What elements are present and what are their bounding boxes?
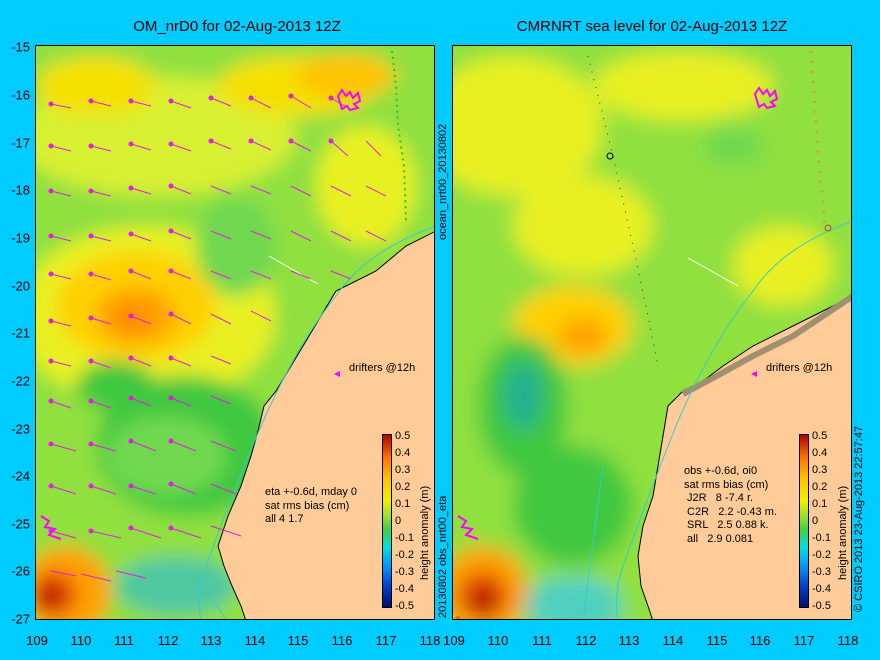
colorbar-tick: 0 [395,515,402,527]
lat-tick: -22 [11,373,30,389]
lon-tick: 116 [331,633,353,648]
lat-tick: -23 [11,421,30,437]
colorbar-tick: -0.4 [395,583,414,595]
colorbar-tick: -0.2 [812,549,831,561]
lon-tick: 112 [575,633,597,648]
left-colorbar [382,434,392,608]
colorbar-tick: -0.1 [395,532,414,544]
colorbar-tick: 0 [812,515,819,527]
lon-tick: 109 [26,633,48,648]
colorbar-tick: -0.4 [812,583,831,595]
colorbar-tick: 0.5 [812,430,828,442]
lat-tick: -19 [11,230,30,246]
lat-tick: -18 [11,182,30,198]
colorbar-tick: -0.5 [395,600,414,612]
lon-tick: 110 [487,633,509,648]
right-drifters-label: drifters @12h [766,362,833,374]
lon-tick: 111 [114,633,134,648]
right-side-label: ocean_nrt00_20130802 [437,123,449,240]
lat-tick: -15 [11,39,30,55]
colorbar-tick: -0.3 [812,566,831,578]
lon-tick: 118 [837,633,859,648]
right-panel-title: CMRNRT sea level for 02-Aug-2013 12Z [516,18,788,35]
lon-tick: 113 [200,633,222,648]
left-colorbar-label: height anomaly (m) [419,485,431,580]
left-info-box: eta +-0.6d, mday 0 sat rms bias (cm) all… [265,486,358,525]
lon-tick: 118 [419,633,441,648]
lon-tick: 113 [618,633,640,648]
left-side-label: 20130802 obs_nrt00_eta [437,495,449,618]
colorbar-tick: 0.1 [395,498,411,510]
left-panel-title: OM_nrD0 for 02-Aug-2013 12Z [133,18,341,35]
lat-tick: -17 [11,135,30,151]
lon-tick: 117 [375,633,397,648]
colorbar-tick: -0.2 [395,549,414,561]
lon-tick: 114 [662,633,684,648]
lon-tick: 117 [793,633,815,648]
lon-tick: 111 [532,633,552,648]
lat-tick: -16 [11,87,30,103]
left-map-panel [35,45,435,620]
lat-tick: -20 [11,278,30,294]
colorbar-tick: 0.1 [812,498,828,510]
right-map-panel [452,45,852,620]
lon-tick: 110 [70,633,92,648]
colorbar-tick: 0.2 [812,481,828,493]
lon-tick: 116 [749,633,771,648]
colorbar-tick: 0.2 [395,481,411,493]
lon-tick: 109 [443,633,465,648]
colorbar-tick: -0.3 [395,566,414,578]
colorbar-tick: 0.4 [812,447,828,459]
colorbar-tick: 0.5 [395,430,411,442]
lat-tick: -25 [11,516,30,532]
right-colorbar [799,434,809,608]
lat-tick: -27 [11,611,30,627]
lat-tick: -21 [11,325,30,341]
colorbar-tick: -0.1 [812,532,831,544]
lon-tick: 115 [287,633,309,648]
copyright-label: © CSIRO 2013 23-Aug-2013 22:57:47 [853,425,865,612]
lon-tick: 115 [706,633,728,648]
colorbar-tick: -0.5 [812,600,831,612]
left-drifters-label: drifters @12h [349,362,416,374]
lat-tick: -24 [11,468,30,484]
lon-tick: 112 [157,633,179,648]
lon-tick: 114 [244,633,266,648]
right-info-box: obs +-0.6d, oi0 sat rms bias (cm) J2R 8 … [684,465,777,545]
colorbar-tick: 0.3 [812,464,828,476]
right-colorbar-label: height anomaly (m) [837,485,849,580]
colorbar-tick: 0.4 [395,447,411,459]
lat-tick: -26 [11,563,30,579]
colorbar-tick: 0.3 [395,464,411,476]
